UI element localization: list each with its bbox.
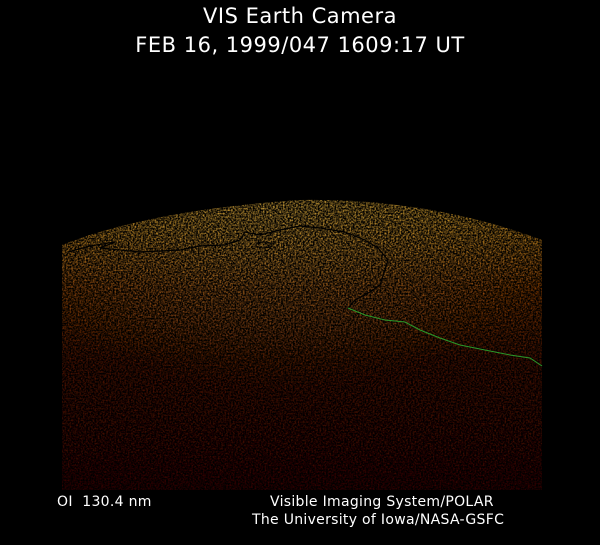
lake-outline [255, 241, 273, 249]
coastline [67, 225, 389, 309]
institution-label: The University of Iowa/NASA-GSFC [252, 512, 505, 528]
terminator-line [347, 307, 543, 367]
earth-disk [62, 199, 542, 490]
instrument-label: Visible Imaging System/POLAR [270, 494, 494, 510]
wavelength-label: OI 130.4 nm [57, 494, 152, 510]
timestamp: FEB 16, 1999/047 1609:17 UT [135, 33, 465, 57]
title: VIS Earth Camera [203, 4, 397, 28]
